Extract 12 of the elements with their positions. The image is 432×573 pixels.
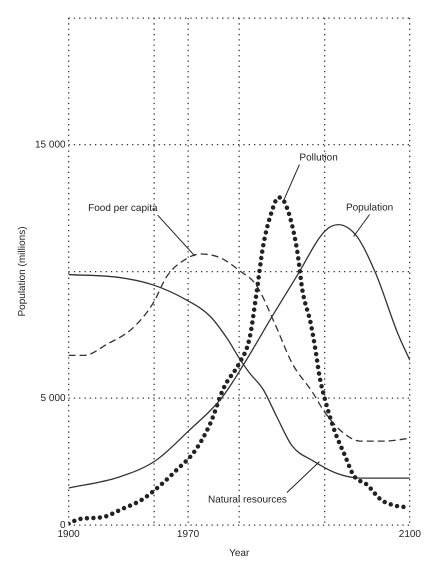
x-tick-label: 1900 — [57, 528, 80, 540]
y-tick-label: 15 000 — [34, 140, 66, 150]
x-tick-label: 1970 — [176, 528, 200, 540]
annotation: Pollution — [299, 152, 338, 164]
annotation: Food per capita — [88, 202, 158, 214]
y-tick-label: 5 000 — [40, 393, 66, 404]
y-tick-label: 0 — [60, 520, 66, 531]
x-tick-label: 2100 — [398, 528, 422, 540]
annotation: Population — [346, 202, 394, 214]
x-axis-title: Year — [229, 548, 250, 559]
y-axis-title: Population (millions) — [16, 226, 28, 317]
annotation: Natural resources — [208, 494, 287, 506]
